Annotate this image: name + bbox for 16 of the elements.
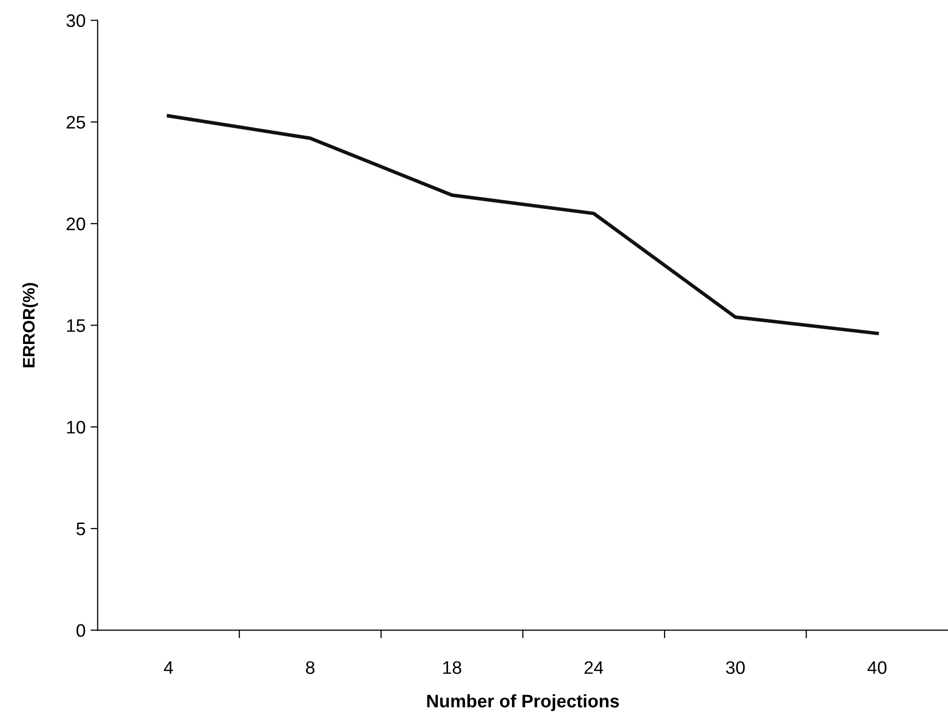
y-tick-label: 0: [76, 624, 86, 637]
x-tick-label: 4: [164, 661, 173, 674]
x-tick-label: 24: [584, 661, 604, 674]
x-tick-label: 40: [868, 661, 886, 674]
y-tick-label: 15: [67, 319, 86, 332]
y-tick-label: 5: [76, 522, 86, 536]
x-tick-label: 8: [306, 661, 314, 674]
x-axis-title: Number of Projections: [427, 694, 619, 712]
x-tick-label: 30: [726, 661, 745, 674]
x-tick-label: 18: [443, 661, 462, 674]
y-tick-label: 30: [66, 14, 86, 28]
line-series: [166, 114, 879, 336]
y-axis-title: ERROR(%): [22, 283, 38, 368]
y-tick-label: 10: [67, 420, 86, 434]
y-tick-label: 20: [66, 218, 86, 230]
y-tick-label: 25: [66, 116, 86, 129]
